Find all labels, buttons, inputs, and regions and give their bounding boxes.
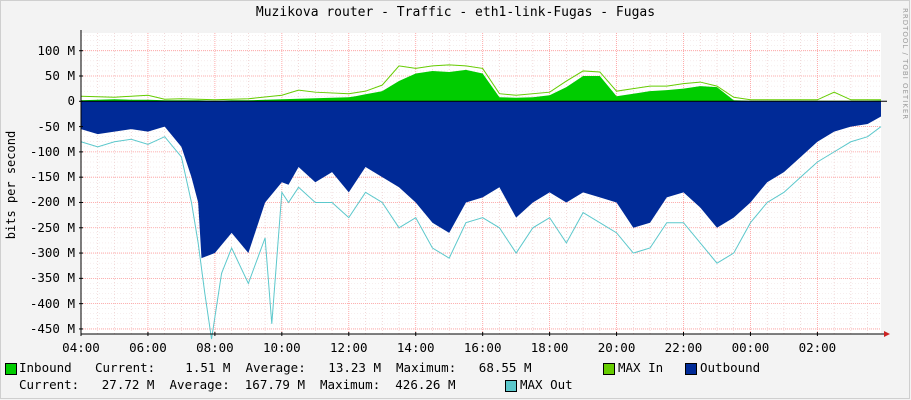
x-tick-label: 04:00 xyxy=(62,340,100,355)
y-tick-label: -100 M xyxy=(29,143,75,159)
legend-label-max-out: MAX Out xyxy=(520,377,573,392)
y-tick-label: -150 M xyxy=(29,169,75,185)
x-tick-label: 12:00 xyxy=(329,340,368,355)
inbound-area xyxy=(81,69,881,102)
legend-swatch-inbound xyxy=(5,363,17,375)
legend-label-outbound: Outbound xyxy=(700,360,761,375)
y-tick-label: -50 M xyxy=(37,118,75,134)
rrdtool-watermark: RRDTOOL / TOBI OETIKER xyxy=(901,8,909,121)
x-axis-arrow xyxy=(884,331,890,337)
legend-label-inbound: Inbound xyxy=(19,360,72,375)
chart-title: Muzikova router - Traffic - eth1-link-Fu… xyxy=(255,5,656,20)
y-tick-label: 50 M xyxy=(44,68,75,83)
max-out-line xyxy=(80,126,882,340)
y-tick-label: -350 M xyxy=(29,270,75,286)
legend-stats-outbound: Current: 27.72 M Average: 167.79 M Maxim… xyxy=(19,377,456,392)
y-tick-label: 100 M xyxy=(37,42,75,58)
y-tick-label: -300 M xyxy=(29,245,75,261)
legend-label-max-in: MAX In xyxy=(618,360,664,375)
max-in-line xyxy=(80,64,881,101)
y-tick-label: -450 M xyxy=(29,320,75,336)
x-tick-label: 22:00 xyxy=(664,340,703,355)
x-tick-label: 20:00 xyxy=(597,340,636,355)
outbound-area xyxy=(81,101,881,259)
x-tick-label: 16:00 xyxy=(463,340,502,355)
x-tick-label: 08:00 xyxy=(196,340,234,355)
legend-swatch-outbound xyxy=(685,363,697,375)
y-tick-label: -400 M xyxy=(29,295,75,311)
legend-swatch-max-out xyxy=(505,380,517,392)
x-tick-label: 10:00 xyxy=(263,340,301,355)
legend-swatch-max-in xyxy=(603,363,615,375)
x-tick-label: 06:00 xyxy=(129,340,167,355)
x-tick-label: 18:00 xyxy=(530,340,569,355)
y-tick-label: -250 M xyxy=(29,219,75,235)
y-tick-label: 0 xyxy=(67,93,75,109)
y-tick-label: -200 M xyxy=(29,194,75,210)
x-tick-label: 14:00 xyxy=(396,340,435,355)
legend-stats-inbound: Current: 1.51 M Average: 13.23 M Maximum… xyxy=(95,360,532,375)
x-tick-label: 00:00 xyxy=(731,340,770,355)
x-tick-label: 02:00 xyxy=(798,340,837,355)
